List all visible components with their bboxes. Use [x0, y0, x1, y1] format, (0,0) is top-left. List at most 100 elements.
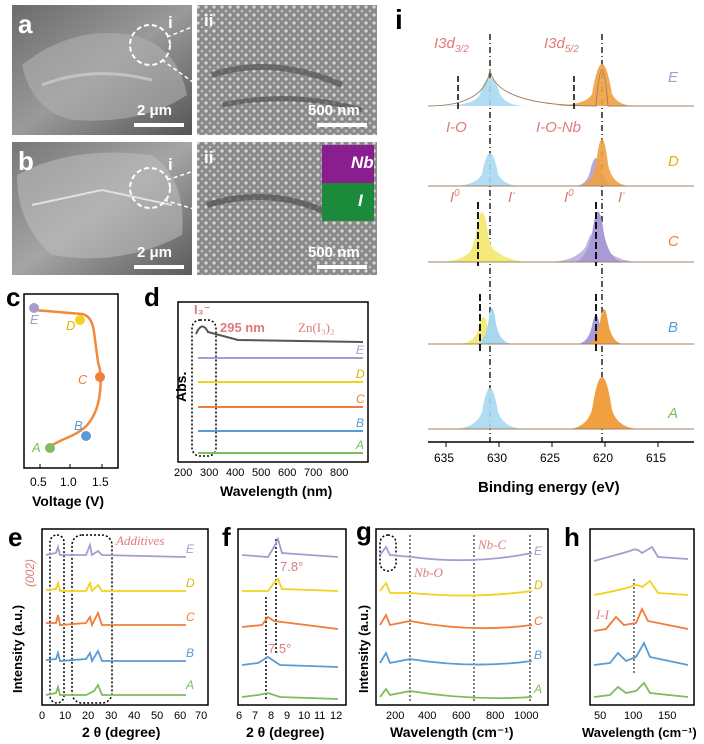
g-bond-nbc: Nb-C [477, 537, 507, 552]
h-xtick-2: 150 [658, 710, 676, 722]
raman-zoom-plot: I-I 50 100 150 Wavelength (cm⁻¹) [582, 528, 697, 740]
panel-label-g: g [356, 516, 372, 546]
h-curve-e [593, 545, 689, 562]
e-ylabel: Intensity (a.u.) [10, 605, 25, 693]
sem-b-region-label: i [168, 155, 173, 174]
g-label-b: B [534, 648, 542, 662]
f-curve-a [241, 692, 339, 700]
e-xtick-6: 60 [174, 710, 186, 722]
f-xtick-0: 6 [236, 710, 242, 722]
xps-spectrum-d [428, 139, 694, 187]
voltage-curve-plot: E D C B A 0.5 1.0 1.5 Voltage (V) [23, 293, 119, 509]
c-label-d: D [66, 318, 75, 333]
panel-label-f: f [222, 522, 231, 552]
g-curve-d [379, 581, 533, 597]
i-label-io: I-O [446, 119, 467, 136]
g-xtick-3: 800 [486, 710, 504, 722]
f-angle-bottom: 7.5° [268, 641, 291, 656]
voltage-curve [33, 308, 102, 450]
g-label-e: E [534, 544, 543, 558]
panel-label-c: c [6, 282, 21, 312]
c-xlabel: Voltage (V) [32, 493, 104, 509]
i-label-ionb: I-O-Nb [536, 119, 581, 136]
e-peak-label: (002) [23, 559, 37, 587]
xps-spectrum-b [428, 294, 694, 354]
xps-spectrum-e [427, 64, 694, 112]
state-point-e [29, 303, 39, 313]
g-curve-b [379, 650, 533, 666]
nb-eds-map [322, 145, 374, 183]
i-xtick-3: 620 [593, 451, 613, 465]
f-curve-b [241, 655, 339, 668]
i-label-i0-left: I0 [450, 188, 460, 206]
f-xtick-5: 11 [314, 710, 325, 722]
e-region-label: Additives [115, 533, 164, 548]
d-xtick-3: 500 [252, 467, 270, 479]
sem-b-circle [129, 167, 171, 209]
i-xtick-0: 635 [434, 451, 454, 465]
e-label-b: B [186, 646, 194, 660]
state-point-d [75, 315, 85, 325]
g-ii-box [379, 534, 397, 572]
i-label-e: E [668, 69, 679, 86]
sem-a-scale-right: 500 nm [308, 102, 360, 119]
panel-label-b: b [18, 146, 34, 176]
f-angle-top: 7.8° [280, 559, 303, 574]
sem-a-zoom-label: ii [204, 11, 214, 30]
e-curve-e [45, 541, 187, 558]
f-curve-d [242, 577, 339, 592]
c-label-c: C [78, 372, 88, 387]
d-curve-zni3 [195, 325, 364, 343]
f-xlabel: 2 θ (degree) [246, 724, 324, 740]
i-label-d: D [668, 153, 679, 170]
c-label-b: B [74, 418, 83, 433]
i-xlabel: Binding energy (eV) [478, 479, 620, 496]
sem-panel: a i ii 2 μm 500 nm b i ii Nb I 2 μm 500 … [12, 5, 377, 275]
raman-plot: Intensity (a.u.) Nb-O Nb-C E D C B A 200… [356, 528, 549, 740]
d-xtick-4: 600 [278, 467, 296, 479]
xps-spectrum-a [428, 377, 694, 430]
g-label-c: C [534, 614, 543, 628]
e-xtick-5: 50 [151, 710, 163, 722]
e-label-e: E [186, 542, 195, 556]
sem-a-region-label: i [168, 13, 173, 32]
g-xtick-4: 1000 [514, 710, 538, 722]
c-xtick-1: 1.0 [60, 475, 77, 489]
d-ylabel: Abs. [173, 372, 189, 402]
e-curve-a [45, 683, 186, 696]
f-xtick-6: 12 [330, 710, 342, 722]
xrd-zoom-plot: 7.8° 7.5° 6 7 8 9 10 11 12 2 θ (degree) [236, 528, 347, 740]
g-bond-nbo: Nb-O [413, 565, 444, 580]
state-point-b [81, 431, 91, 441]
c-xtick-0: 0.5 [30, 475, 47, 489]
e-xtick-7: 70 [195, 710, 207, 722]
e-label-d: D [186, 576, 195, 590]
sem-images [12, 5, 377, 275]
i-eds-map [322, 183, 374, 221]
e-peak-box [49, 534, 65, 704]
panel-label-a: a [18, 9, 33, 39]
g-xtick-1: 400 [418, 710, 436, 722]
h-xlabel: Wavelength (cm⁻¹) [582, 725, 697, 740]
g-curve-c [379, 612, 533, 630]
d-label-d: D [356, 367, 365, 381]
f-curve-c [241, 615, 339, 630]
h-bond-ii: I-I [595, 607, 610, 622]
h-xtick-1: 100 [624, 710, 642, 722]
f-curve-e [241, 536, 339, 558]
i-label-c: C [668, 233, 679, 250]
i-label-iminus-left: I- [508, 188, 516, 206]
xps-spectrum-c [428, 211, 694, 263]
c-xtick-2: 1.5 [92, 475, 109, 489]
panel-label-i: i [395, 4, 403, 35]
e-additives-box [71, 534, 113, 704]
i-xtick-4: 615 [646, 451, 666, 465]
sem-b-zoom-label: ii [204, 148, 214, 167]
h-curve-a [593, 681, 689, 698]
h-curve-c [593, 606, 689, 632]
g-curve-e [379, 545, 533, 562]
d-xtick-1: 300 [200, 467, 218, 479]
f-xtick-1: 7 [252, 710, 258, 722]
i-map-label: I [358, 191, 363, 210]
xrd-plot: Intensity (a.u.) (002) Additives E D C B… [10, 528, 209, 740]
